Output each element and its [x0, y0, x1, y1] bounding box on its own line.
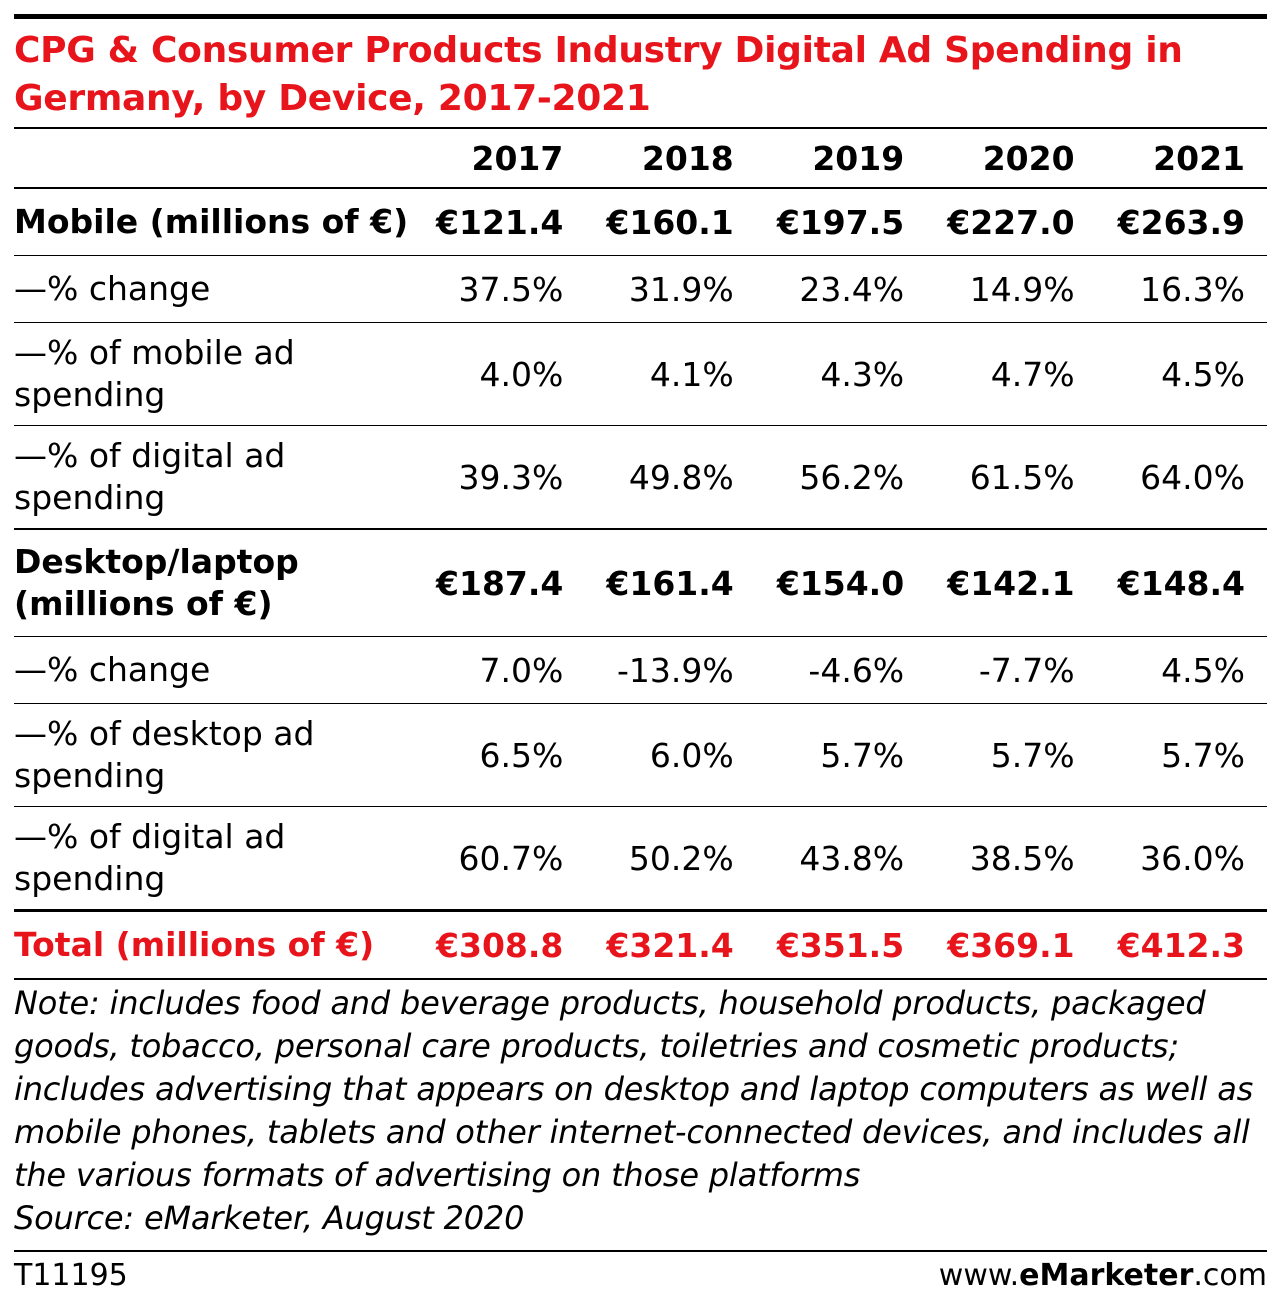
- table-row: —% of desktop ad spending 6.5% 6.0% 5.7%…: [14, 703, 1267, 807]
- cell-value: 4.1%: [585, 322, 756, 426]
- cell-value: 4.7%: [926, 322, 1097, 426]
- table-row: —% of digital ad spending 60.7% 50.2% 43…: [14, 806, 1267, 911]
- footer: T11195 www.eMarketer.com: [14, 1256, 1267, 1296]
- footer-rule: [14, 1250, 1267, 1252]
- cell-value: 5.7%: [1096, 703, 1267, 807]
- cell-value: 4.5%: [1096, 322, 1267, 426]
- cell-value: 60.7%: [414, 806, 586, 911]
- cell-value: 50.2%: [585, 806, 756, 911]
- cell-value: €161.4: [585, 528, 756, 637]
- cell-value: €351.5: [755, 909, 927, 980]
- brand-suffix: .com: [1193, 1258, 1267, 1293]
- table-row: —% of digital ad spending 39.3% 49.8% 56…: [14, 425, 1267, 529]
- column-header: 2017: [414, 129, 586, 189]
- table-row: —% of mobile ad spending 4.0% 4.1% 4.3% …: [14, 322, 1267, 426]
- top-rule: [14, 14, 1267, 19]
- cell-value: 6.5%: [414, 703, 586, 807]
- cell-value: 43.8%: [755, 806, 927, 911]
- cell-value: 36.0%: [1096, 806, 1267, 911]
- cell-value: 14.9%: [926, 255, 1097, 323]
- cell-value: €121.4: [414, 187, 586, 256]
- cell-value: 61.5%: [926, 425, 1097, 529]
- cell-value: 7.0%: [414, 636, 586, 704]
- cell-value: -4.6%: [755, 636, 927, 704]
- column-header: 2020: [926, 129, 1097, 189]
- row-label: —% of digital ad spending: [14, 425, 415, 529]
- cell-value: €227.0: [926, 187, 1097, 256]
- cell-value: 6.0%: [585, 703, 756, 807]
- brand-prefix: www.: [938, 1258, 1020, 1293]
- cell-value: 37.5%: [414, 255, 586, 323]
- cell-value: 5.7%: [926, 703, 1097, 807]
- cell-value: 64.0%: [1096, 425, 1267, 529]
- cell-value: 39.3%: [414, 425, 586, 529]
- title-rule: [14, 127, 1267, 129]
- cell-value: €263.9: [1096, 187, 1267, 256]
- cell-value: €187.4: [414, 528, 586, 637]
- chart-title: CPG & Consumer Products Industry Digital…: [14, 30, 1183, 119]
- cell-value: 38.5%: [926, 806, 1097, 911]
- total-row: Total (millions of €) €308.8 €321.4 €351…: [14, 909, 1267, 980]
- cell-value: 56.2%: [755, 425, 927, 529]
- chart-frame: CPG & Consumer Products Industry Digital…: [14, 14, 1267, 1296]
- data-table: 2017 2018 2019 2020 2021 Mobile (million…: [14, 129, 1267, 980]
- cell-value: 49.8%: [585, 425, 756, 529]
- cell-value: €369.1: [926, 909, 1097, 980]
- cell-value: -13.9%: [585, 636, 756, 704]
- column-header: 2021: [1096, 129, 1267, 189]
- cell-value: €197.5: [755, 187, 927, 256]
- chart-note: Note: includes food and beverage product…: [14, 982, 1267, 1240]
- table-row: —% change 37.5% 31.9% 23.4% 14.9% 16.3%: [14, 255, 1267, 323]
- cell-value: €154.0: [755, 528, 927, 637]
- cell-value: -7.7%: [926, 636, 1097, 704]
- cell-value: 23.4%: [755, 255, 927, 323]
- row-label: —% change: [14, 255, 415, 323]
- header-blank: [14, 129, 415, 189]
- source-text: Source: eMarketer, August 2020: [14, 1199, 525, 1237]
- table-id: T11195: [14, 1258, 128, 1293]
- cell-value: 4.0%: [414, 322, 586, 426]
- row-label: —% of digital ad spending: [14, 806, 415, 911]
- brand-name: eMarketer: [1019, 1258, 1194, 1293]
- row-label: Desktop/laptop (millions of €): [14, 528, 415, 637]
- header-row: 2017 2018 2019 2020 2021: [14, 129, 1267, 189]
- cell-value: €148.4: [1096, 528, 1267, 637]
- cell-value: €412.3: [1096, 909, 1267, 980]
- row-label: —% change: [14, 636, 415, 704]
- brand-logo: www.eMarketer.com: [939, 1256, 1267, 1296]
- table-row: Desktop/laptop (millions of €) €187.4 €1…: [14, 528, 1267, 637]
- cell-value: 5.7%: [755, 703, 927, 807]
- cell-value: 4.5%: [1096, 636, 1267, 704]
- cell-value: 16.3%: [1096, 255, 1267, 323]
- cell-value: 4.3%: [755, 322, 927, 426]
- cell-value: 31.9%: [585, 255, 756, 323]
- table-row: —% change 7.0% -13.9% -4.6% -7.7% 4.5%: [14, 636, 1267, 704]
- row-label: —% of desktop ad spending: [14, 703, 415, 807]
- column-header: 2019: [755, 129, 927, 189]
- note-text: Note: includes food and beverage product…: [14, 984, 1254, 1194]
- row-label: Mobile (millions of €): [14, 187, 415, 256]
- cell-value: €160.1: [585, 187, 756, 256]
- row-label: —% of mobile ad spending: [14, 322, 415, 426]
- table-row: Mobile (millions of €) €121.4 €160.1 €19…: [14, 187, 1267, 256]
- column-header: 2018: [585, 129, 756, 189]
- cell-value: €142.1: [926, 528, 1097, 637]
- row-label: Total (millions of €): [14, 909, 415, 980]
- cell-value: €308.8: [414, 909, 586, 980]
- cell-value: €321.4: [585, 909, 756, 980]
